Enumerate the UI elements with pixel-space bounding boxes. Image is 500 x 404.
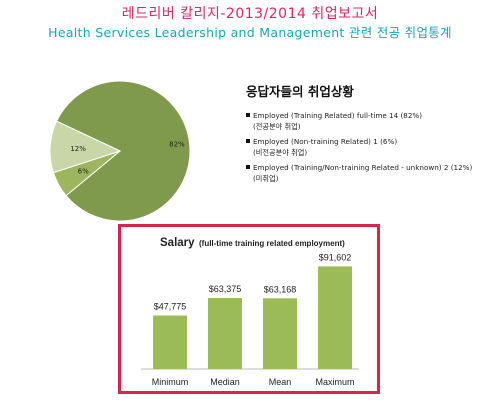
bar-category-label: Maximum <box>315 377 354 387</box>
salary-bar-chart: $47,775 Minimum $63,375 Median $63,168 Mean $9… <box>141 252 359 387</box>
pie-slice-label: 12% <box>70 145 86 153</box>
legend-label: Employed (Training Related) full-time 14… <box>253 111 423 120</box>
salary-bar <box>153 315 187 369</box>
salary-title-sub: (full-time training related employment) <box>198 239 345 248</box>
report-subtitle: Health Services Leadership and Managemen… <box>48 25 452 40</box>
bar-value-label: $63,168 <box>264 284 297 294</box>
bar-category-label: Mean <box>269 377 292 387</box>
legend: Employed (Training Related) full-time 14… <box>246 110 496 188</box>
legend-entry-training-related: Employed (Training Related) full-time 14… <box>246 110 496 132</box>
pie-slice <box>55 80 191 222</box>
bar-value-label: $91,602 <box>319 252 352 262</box>
bar-value-label: $47,775 <box>154 302 187 312</box>
bar-category-label: Minimum <box>152 377 189 387</box>
legend-entry-unknown: Employed (Training/Non-training Related … <box>246 162 496 184</box>
bar-value-label: $63,375 <box>209 284 242 294</box>
legend-label: Employed (Non-training Related) 1 (6%) <box>253 137 398 146</box>
salary-chart-title: Salary (full-time training related emplo… <box>160 233 345 251</box>
legend-bullet <box>246 165 250 169</box>
legend-bullet <box>246 113 250 117</box>
legend-title: 응답자들의 취업상황 <box>246 84 354 99</box>
salary-bar <box>263 298 297 369</box>
pie-slice <box>49 120 122 174</box>
salary-title-main: Salary <box>160 237 195 249</box>
legend-label: Employed (Training/Non-training Related … <box>253 163 473 172</box>
report-title: 레드리버 칼리지-2013/2014 취업보고서 <box>121 6 379 22</box>
pie-slice-label: 6% <box>78 168 89 176</box>
legend-sublabel: (미취업) <box>253 174 279 183</box>
legend-entry-non-training-related: Employed (Non-training Related) 1 (6%) (… <box>246 136 496 158</box>
legend-sublabel: (전공분야 취업) <box>253 122 301 131</box>
pie-slice-label: 82% <box>169 140 185 148</box>
bar-category-label: Median <box>210 377 240 387</box>
legend-bullet <box>246 139 250 143</box>
salary-bar <box>318 266 352 369</box>
legend-sublabel: (비전공분야 취업) <box>253 148 308 157</box>
salary-bar <box>208 298 242 369</box>
employment-pie-chart: 82% 6% 12% <box>49 80 191 222</box>
